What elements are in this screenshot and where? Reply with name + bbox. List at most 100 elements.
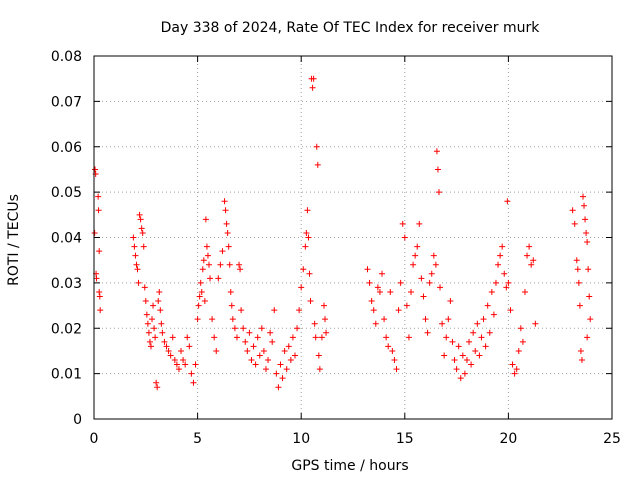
x-axis-label: GPS time / hours bbox=[291, 458, 408, 474]
data-point bbox=[318, 334, 325, 341]
y-tick-label: 0.05 bbox=[51, 185, 82, 201]
data-point bbox=[240, 325, 247, 332]
data-point bbox=[579, 193, 586, 200]
data-point bbox=[519, 338, 526, 345]
data-point bbox=[314, 161, 321, 168]
data-point bbox=[242, 338, 249, 345]
data-point bbox=[237, 266, 244, 273]
data-point bbox=[130, 234, 137, 241]
data-point bbox=[96, 288, 103, 295]
data-point bbox=[405, 334, 412, 341]
data-point bbox=[497, 252, 504, 259]
data-point bbox=[403, 302, 410, 309]
y-axis-ticks: 0 0.01 0.02 0.03 0.04 0.05 0.06 0.07 0.08 bbox=[51, 49, 612, 428]
data-point bbox=[486, 329, 493, 336]
data-point bbox=[490, 311, 497, 318]
data-point bbox=[300, 266, 307, 273]
data-point bbox=[303, 229, 310, 236]
data-point bbox=[178, 347, 185, 354]
data-point bbox=[374, 284, 381, 291]
data-point bbox=[149, 316, 156, 323]
data-point bbox=[186, 343, 193, 350]
data-point bbox=[289, 334, 296, 341]
data-point bbox=[92, 166, 99, 173]
data-point bbox=[96, 293, 103, 300]
data-point bbox=[244, 347, 251, 354]
data-point bbox=[447, 298, 454, 305]
data-point bbox=[507, 307, 514, 314]
data-point bbox=[158, 320, 165, 327]
data-point bbox=[250, 343, 257, 350]
data-point bbox=[459, 352, 466, 359]
data-point bbox=[575, 279, 582, 286]
data-point bbox=[134, 266, 141, 273]
data-point bbox=[200, 257, 207, 264]
data-point bbox=[252, 361, 259, 368]
data-point bbox=[201, 298, 208, 305]
data-point bbox=[484, 302, 491, 309]
y-tick-label: 0.06 bbox=[51, 140, 82, 156]
data-point bbox=[435, 189, 442, 196]
x-tick-label: 5 bbox=[193, 431, 202, 447]
data-point bbox=[233, 334, 240, 341]
data-point bbox=[156, 288, 163, 295]
data-point bbox=[273, 370, 280, 377]
x-tick-label: 10 bbox=[292, 431, 310, 447]
data-point bbox=[258, 325, 265, 332]
data-point bbox=[285, 343, 292, 350]
data-point bbox=[461, 370, 468, 377]
data-point bbox=[381, 316, 388, 323]
data-point bbox=[395, 307, 402, 314]
data-point bbox=[238, 307, 245, 314]
data-point bbox=[385, 343, 392, 350]
data-point bbox=[466, 338, 473, 345]
data-point bbox=[370, 307, 377, 314]
data-point bbox=[137, 216, 144, 223]
data-point bbox=[528, 261, 535, 268]
data-point bbox=[372, 320, 379, 327]
data-point bbox=[434, 166, 441, 173]
data-point bbox=[265, 357, 272, 364]
data-point bbox=[277, 361, 284, 368]
data-point bbox=[587, 316, 594, 323]
data-point bbox=[515, 347, 522, 354]
data-point bbox=[180, 357, 187, 364]
data-point bbox=[583, 229, 590, 236]
data-point bbox=[229, 316, 236, 323]
data-point bbox=[478, 334, 485, 341]
data-point bbox=[151, 325, 158, 332]
y-tick-label: 0.01 bbox=[51, 367, 82, 383]
data-point bbox=[309, 84, 316, 91]
data-point bbox=[463, 357, 470, 364]
data-point bbox=[322, 316, 329, 323]
data-point bbox=[315, 352, 322, 359]
data-point bbox=[578, 357, 585, 364]
y-tick-label: 0.03 bbox=[51, 276, 82, 292]
data-point bbox=[279, 375, 286, 382]
data-point bbox=[152, 334, 159, 341]
data-point bbox=[416, 220, 423, 227]
data-point bbox=[248, 357, 255, 364]
data-point bbox=[209, 316, 216, 323]
data-point bbox=[433, 148, 440, 155]
data-point bbox=[298, 284, 305, 291]
data-point bbox=[194, 316, 201, 323]
data-point bbox=[573, 257, 580, 264]
data-point bbox=[296, 307, 303, 314]
data-point bbox=[269, 338, 276, 345]
data-point bbox=[408, 288, 415, 295]
data-point bbox=[182, 361, 189, 368]
data-point bbox=[190, 379, 197, 386]
data-point bbox=[582, 216, 589, 223]
data-point bbox=[379, 270, 386, 277]
data-point bbox=[586, 293, 593, 300]
data-point bbox=[223, 220, 230, 227]
data-point bbox=[192, 361, 199, 368]
data-point bbox=[432, 261, 439, 268]
data-point bbox=[141, 284, 148, 291]
data-point bbox=[91, 229, 98, 236]
data-point bbox=[175, 366, 182, 373]
data-point bbox=[227, 288, 234, 295]
data-point bbox=[449, 338, 456, 345]
